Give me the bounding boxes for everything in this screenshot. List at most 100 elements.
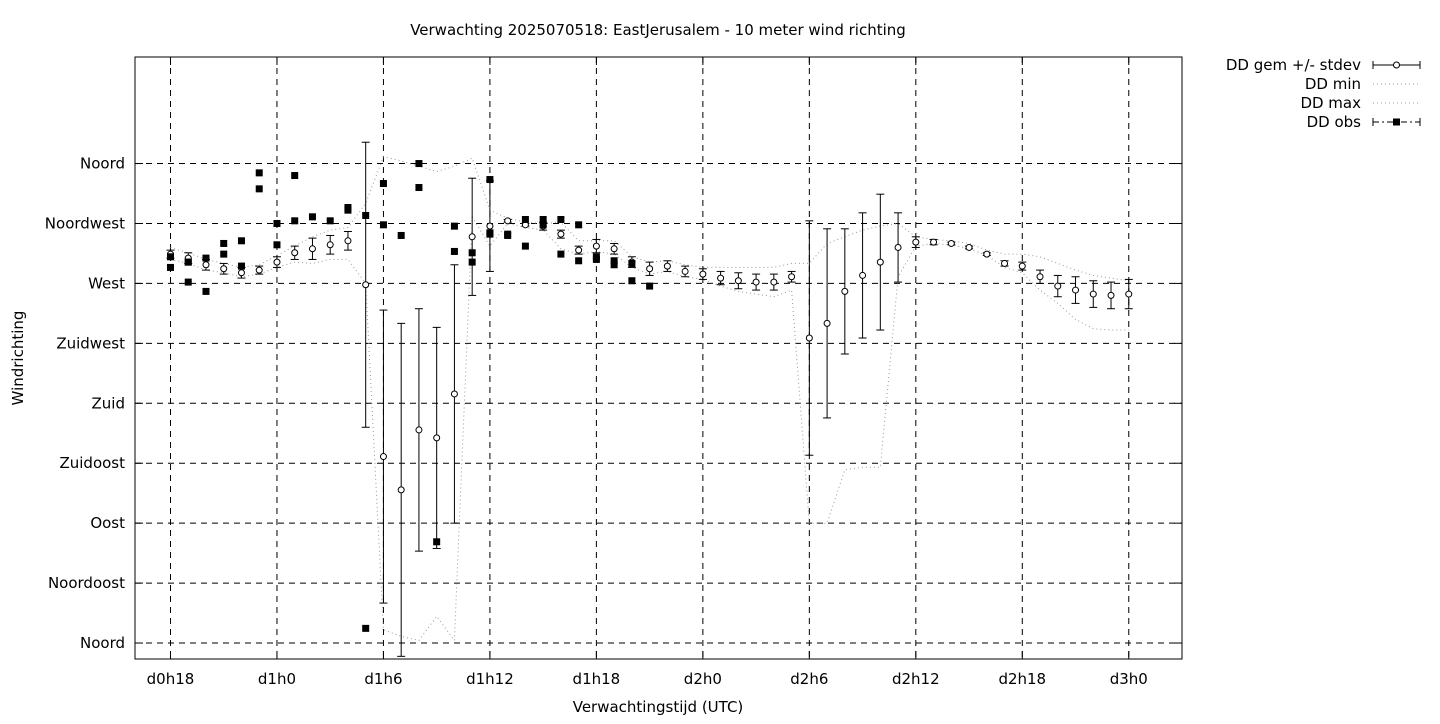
dd-mean-point bbox=[912, 238, 920, 246]
y-tick-label: Noord bbox=[80, 634, 125, 652]
dd-mean-point bbox=[237, 269, 245, 277]
dd-mean-point bbox=[841, 287, 849, 295]
y-tick-label: West bbox=[88, 274, 125, 292]
dd-obs-point bbox=[486, 229, 494, 237]
dd-mean-point bbox=[1036, 273, 1044, 281]
dd-mean-point bbox=[1001, 259, 1009, 267]
dd-obs-point bbox=[610, 257, 618, 265]
dd-obs-point bbox=[184, 258, 192, 266]
dd-mean-point bbox=[894, 243, 902, 251]
dd-min-line bbox=[170, 215, 1129, 642]
y-tick-label: Zuidoost bbox=[59, 454, 125, 472]
dd-mean-point bbox=[663, 262, 671, 270]
dd-obs-point bbox=[166, 263, 174, 271]
x-tick-label: d1h0 bbox=[258, 670, 296, 688]
dd-mean-point bbox=[255, 266, 263, 274]
observation-layer bbox=[166, 160, 654, 632]
y-tick-label: Zuidwest bbox=[56, 334, 125, 352]
dd-obs-point bbox=[255, 185, 263, 193]
dd-obs-point bbox=[521, 215, 529, 223]
dd-obs-point bbox=[255, 169, 263, 177]
dd-mean-point bbox=[379, 453, 387, 461]
dd-obs-point bbox=[397, 231, 405, 239]
dd-obs-point bbox=[450, 247, 458, 255]
chart-title: Verwachting 2025070518: EastJerusalem - … bbox=[410, 21, 906, 39]
dd-obs-point bbox=[539, 215, 547, 223]
dd-mean-point bbox=[1107, 291, 1115, 299]
legend-label: DD min bbox=[1305, 75, 1361, 93]
dd-obs-point bbox=[610, 261, 618, 269]
legend-obs-marker bbox=[1393, 118, 1400, 126]
dd-obs-point bbox=[308, 213, 316, 221]
dd-obs-point bbox=[575, 257, 583, 265]
dd-obs-point bbox=[379, 221, 387, 229]
dd-obs-point bbox=[468, 249, 476, 257]
dd-mean-point bbox=[504, 217, 512, 225]
legend-label: DD gem +/- stdev bbox=[1226, 56, 1361, 74]
dd-obs-point bbox=[486, 176, 494, 184]
dd-obs-point bbox=[362, 211, 370, 219]
dd-obs-point bbox=[291, 172, 299, 180]
dd-mean-point bbox=[397, 486, 405, 494]
dd-mean-point bbox=[592, 242, 600, 250]
y-axis-label: Windrichting bbox=[9, 311, 27, 406]
x-tick-label: d1h18 bbox=[573, 670, 621, 688]
dd-mean-point bbox=[717, 274, 725, 282]
dd-obs-point bbox=[433, 538, 441, 546]
dd-obs-point bbox=[628, 259, 636, 267]
dd-obs-point bbox=[166, 253, 174, 261]
dd-mean-point bbox=[1018, 262, 1026, 270]
x-tick-label: d2h6 bbox=[790, 670, 828, 688]
y-tick-label: Noord bbox=[80, 155, 125, 173]
dd-mean-point bbox=[681, 267, 689, 275]
x-tick-label: d2h0 bbox=[684, 670, 722, 688]
y-tick-label: Oost bbox=[90, 514, 125, 532]
dd-obs-point bbox=[646, 282, 654, 290]
dd-mean-point bbox=[876, 258, 884, 266]
dd-obs-point bbox=[557, 215, 565, 223]
dd-mean-point bbox=[805, 334, 813, 342]
dd-obs-point bbox=[628, 277, 636, 285]
dd-mean-point bbox=[575, 246, 583, 254]
x-tick-label: d0h18 bbox=[147, 670, 195, 688]
legend-mean-marker bbox=[1393, 61, 1400, 69]
dd-obs-point bbox=[379, 180, 387, 188]
dd-mean-point bbox=[326, 241, 334, 249]
x-tick-label: d3h0 bbox=[1110, 670, 1148, 688]
dd-mean-point bbox=[415, 426, 423, 434]
tick-layer: Noord Noordoost Oost Zuidoost Zuid Zuidwest We… bbox=[45, 57, 1182, 688]
dd-mean-point bbox=[947, 239, 955, 247]
x-axis-label: Verwachtingstijd (UTC) bbox=[573, 698, 744, 716]
legend-label: DD obs bbox=[1307, 113, 1362, 131]
dd-mean-point bbox=[202, 261, 210, 269]
dd-obs-point bbox=[450, 222, 458, 230]
dd-mean-point bbox=[1072, 286, 1080, 294]
dd-obs-point bbox=[521, 242, 529, 250]
dd-obs-point bbox=[184, 278, 192, 286]
dd-obs-point bbox=[575, 221, 583, 229]
dd-mean-point bbox=[1089, 290, 1097, 298]
dd-obs-point bbox=[220, 250, 228, 258]
dd-mean-point bbox=[930, 238, 938, 246]
dd-mean-point bbox=[610, 245, 618, 253]
dd-mean-point bbox=[752, 278, 760, 286]
dd-obs-point bbox=[468, 258, 476, 266]
dd-mean-point bbox=[1054, 282, 1062, 290]
legend-label: DD max bbox=[1300, 94, 1361, 112]
dd-obs-point bbox=[273, 241, 281, 249]
dd-obs-point bbox=[344, 206, 352, 214]
dd-mean-point bbox=[646, 265, 654, 273]
dd-obs-point bbox=[362, 624, 370, 632]
dd-obs-point bbox=[202, 254, 210, 262]
dd-mean-point bbox=[770, 278, 778, 286]
dd-mean-point bbox=[557, 230, 565, 238]
dd-obs-point bbox=[237, 262, 245, 270]
dd-mean-point bbox=[823, 319, 831, 327]
dd-obs-point bbox=[415, 160, 423, 168]
dd-obs-point bbox=[273, 219, 281, 227]
dd-obs-point bbox=[539, 221, 547, 229]
dd-mean-point bbox=[983, 250, 991, 258]
dd-mean-point bbox=[273, 258, 281, 266]
y-tick-label: Noordoost bbox=[48, 574, 125, 592]
